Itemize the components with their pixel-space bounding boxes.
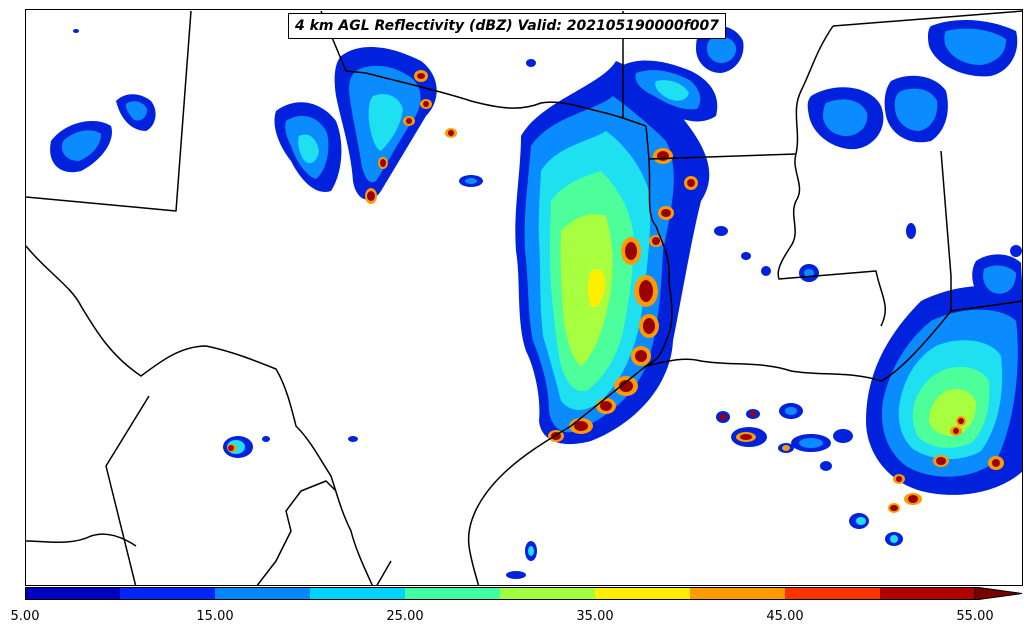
gulf-coastline [467, 310, 952, 585]
colorbar-segment [880, 587, 976, 600]
colorbar-segment [690, 587, 786, 600]
echo-main-squall-line [515, 61, 710, 445]
colorbar-segment [595, 587, 691, 600]
colorbar-outline [25, 587, 976, 600]
map-boundaries [26, 10, 1022, 585]
colorbar-segment [405, 587, 501, 600]
colorbar-segment [120, 587, 216, 600]
echo-convective-cells [548, 148, 698, 442]
echo-southwest-texas [223, 436, 358, 458]
map-title: 4 km AGL Reflectivity (dBZ) Valid: 20210… [288, 13, 727, 39]
border-ms-al [940, 150, 1022, 312]
colorbar-tick-label: 55.00 [956, 609, 994, 624]
colorbar-segment [310, 587, 406, 600]
echo-new-mexico [50, 94, 156, 173]
border-mexico-states [26, 395, 392, 585]
colorbar-tick-label: 45.00 [766, 609, 804, 624]
echo-gulf-cells [73, 29, 1022, 579]
border-texas-louisiana [645, 158, 673, 367]
border-mississippi-river [777, 153, 886, 327]
echo-southeast-louisiana [849, 254, 1022, 546]
colorbar [25, 587, 1023, 600]
colorbar-segment [785, 587, 881, 600]
colorbar-segment [500, 587, 596, 600]
colorbar-tick-label: 5.00 [10, 609, 40, 624]
echo-north-texas [274, 46, 457, 204]
colorbar-segment [215, 587, 311, 600]
colorbar-tick-label: 25.00 [386, 609, 424, 624]
border-nm-texas [26, 10, 192, 212]
border-rio-grande [26, 245, 373, 585]
reflectivity-echoes [50, 19, 1022, 579]
border-texas-panhandle [320, 10, 647, 127]
map-panel [25, 9, 1023, 586]
colorbar-tick-label: 35.00 [576, 609, 614, 624]
border-ar-ms-north [832, 10, 1022, 27]
colorbar-segment [25, 587, 121, 600]
map-canvas [26, 10, 1022, 585]
colorbar-tick-label: 15.00 [196, 609, 234, 624]
border-ar-tn [795, 25, 834, 155]
colorbar-extend-arrow [974, 587, 1023, 600]
